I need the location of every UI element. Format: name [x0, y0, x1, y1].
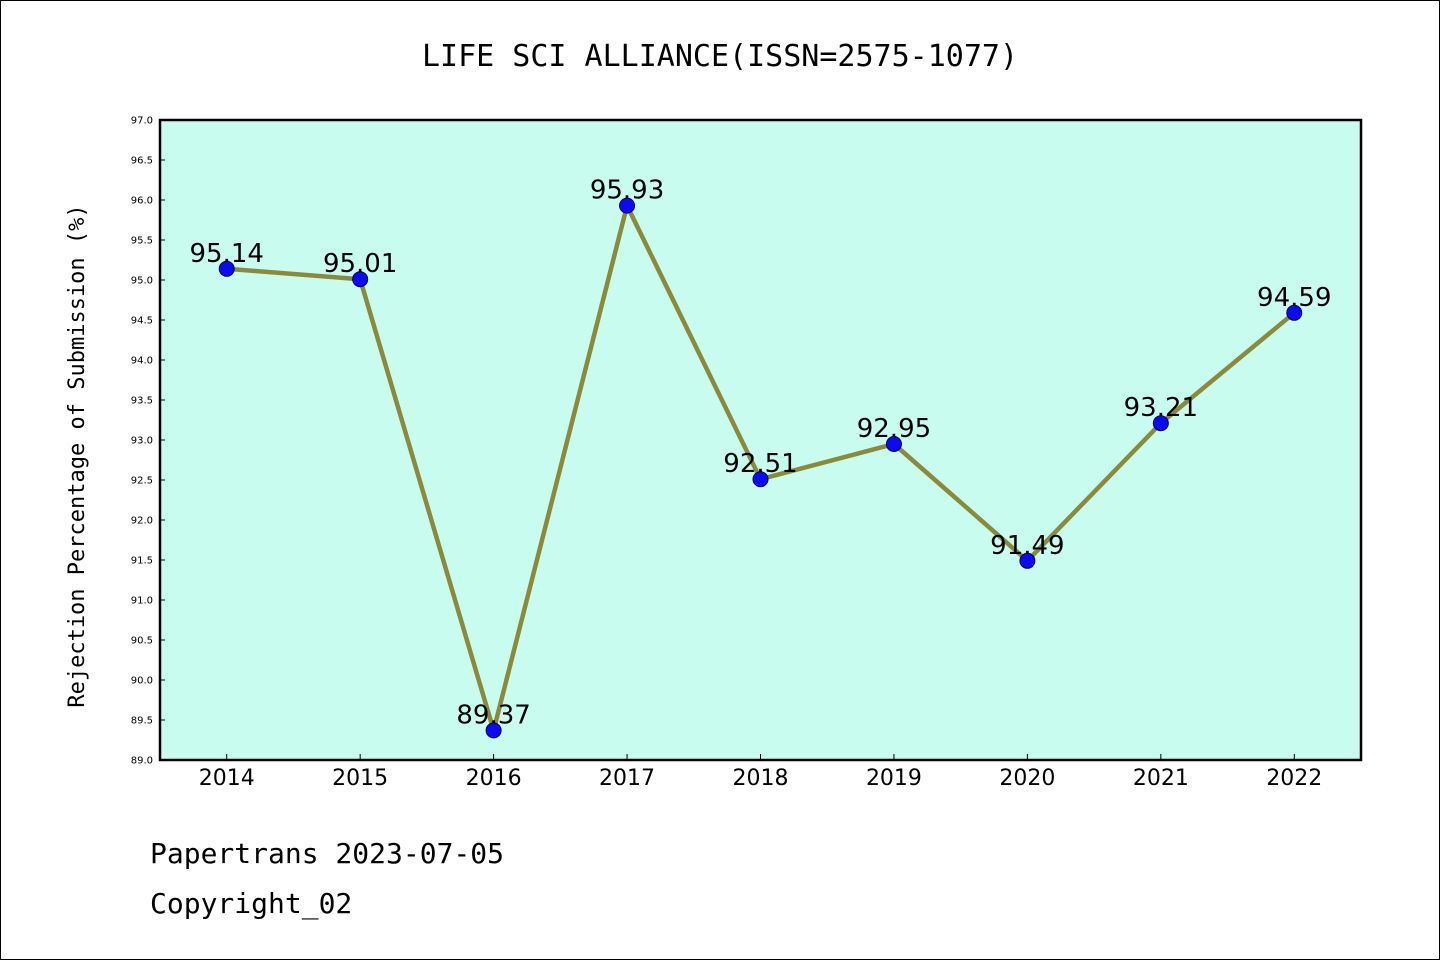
data-label: 92.95	[857, 414, 931, 444]
data-label: 89.37	[456, 700, 530, 730]
y-tick-label: 93.0	[131, 436, 153, 447]
y-tick-label: 90.5	[131, 636, 153, 647]
data-point	[1019, 552, 1036, 569]
data-point	[218, 260, 235, 277]
data-label: 95.93	[590, 176, 664, 206]
x-tick-label: 2015	[332, 766, 388, 791]
data-labels: 95.14 95.01 89.37 95.93 92.51 92.95 91.49 93.21…	[190, 176, 1332, 731]
y-tick-label: 94.5	[131, 316, 153, 327]
x-tick-label: 2021	[1133, 766, 1189, 791]
y-tick-label: 91.5	[131, 556, 153, 567]
chart-title: LIFE SCI ALLIANCE(ISSN=2575-1077)	[422, 39, 1018, 74]
x-tick-label: 2020	[999, 766, 1055, 791]
plot-area	[158, 118, 1363, 762]
x-tick-label: 2016	[466, 766, 522, 791]
data-point	[752, 471, 769, 488]
y-tick-label: 89.5	[131, 716, 153, 727]
data-label: 95.01	[323, 249, 397, 279]
data-point	[885, 436, 902, 452]
data-point	[619, 197, 636, 214]
x-axis: 2014 2015 2016 2017 2018 2019 2020 2021 2022	[199, 754, 1322, 791]
y-tick-label: 96.5	[131, 156, 153, 167]
y-tick-label: 95.5	[131, 236, 153, 247]
y-tick-label: 95.0	[131, 276, 153, 287]
y-axis-label: Rejection Percentage of Submission (%)	[65, 204, 90, 707]
y-tick-label: 94.0	[131, 356, 153, 367]
x-tick-label: 2014	[199, 766, 255, 791]
x-tick-label: 2017	[599, 766, 655, 791]
data-label: 93.21	[1124, 393, 1198, 423]
data-point	[1152, 415, 1169, 432]
data-label: 91.49	[990, 531, 1064, 561]
y-tick-label: 97.0	[131, 116, 153, 127]
y-tick-label: 89.0	[131, 756, 153, 767]
y-tick-label: 92.0	[131, 516, 153, 527]
y-tick-label: 92.5	[131, 476, 153, 487]
data-point	[1286, 304, 1303, 321]
data-label: 95.14	[190, 239, 264, 269]
y-tick-label: 91.0	[131, 596, 153, 607]
series-markers	[218, 197, 1303, 739]
footer-date: Papertrans 2023-07-05	[150, 837, 504, 870]
x-tick-label: 2018	[733, 766, 789, 791]
y-tick-label: 90.0	[131, 676, 153, 687]
data-label: 92.51	[723, 449, 797, 479]
data-point	[352, 271, 369, 288]
y-tick-label: 96.0	[131, 196, 153, 207]
data-point	[485, 722, 502, 739]
y-tick-label: 93.5	[131, 396, 153, 407]
x-tick-label: 2022	[1266, 766, 1322, 791]
footer-copyright: Copyright_02	[150, 887, 352, 921]
x-tick-label: 2019	[866, 766, 922, 791]
data-label: 94.59	[1257, 283, 1331, 313]
y-axis: 89.0 89.5 90.0 90.5 91.0 91.5 92.0 92.5 93.0 93.5…	[131, 116, 165, 767]
